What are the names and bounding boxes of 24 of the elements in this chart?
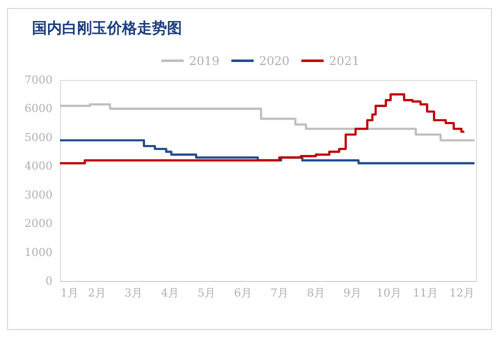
chart-title: 国内白刚玉价格走势图	[32, 19, 182, 37]
x-tick-label: 9月	[343, 286, 362, 300]
x-tick-label: 7月	[270, 286, 288, 300]
y-tick-label: 6000	[24, 102, 52, 116]
x-tick-label: 12月	[449, 286, 474, 300]
legend-label: 2020	[259, 54, 290, 68]
x-tick-label: 6月	[234, 286, 252, 300]
x-tick-label: 2月	[88, 286, 106, 300]
x-tick-label: 1月	[60, 286, 78, 300]
x-tick-label: 8月	[306, 286, 325, 300]
legend-label: 2021	[329, 54, 360, 68]
x-tick-label: 5月	[197, 286, 216, 300]
y-tick-label: 4000	[24, 160, 52, 173]
x-tick-label: 3月	[124, 286, 142, 300]
x-tick-label: 11月	[412, 286, 438, 300]
y-tick-label: 3000	[24, 188, 52, 202]
x-tick-label: 10月	[376, 286, 402, 300]
x-tick-label: 4月	[160, 286, 179, 300]
y-tick-label: 0	[46, 274, 52, 288]
y-tick-label: 1000	[24, 246, 52, 259]
y-tick-label: 2000	[24, 217, 52, 230]
y-tick-label: 5000	[24, 130, 52, 144]
y-tick-label: 7000	[24, 74, 52, 86]
legend-label: 2019	[189, 54, 220, 68]
